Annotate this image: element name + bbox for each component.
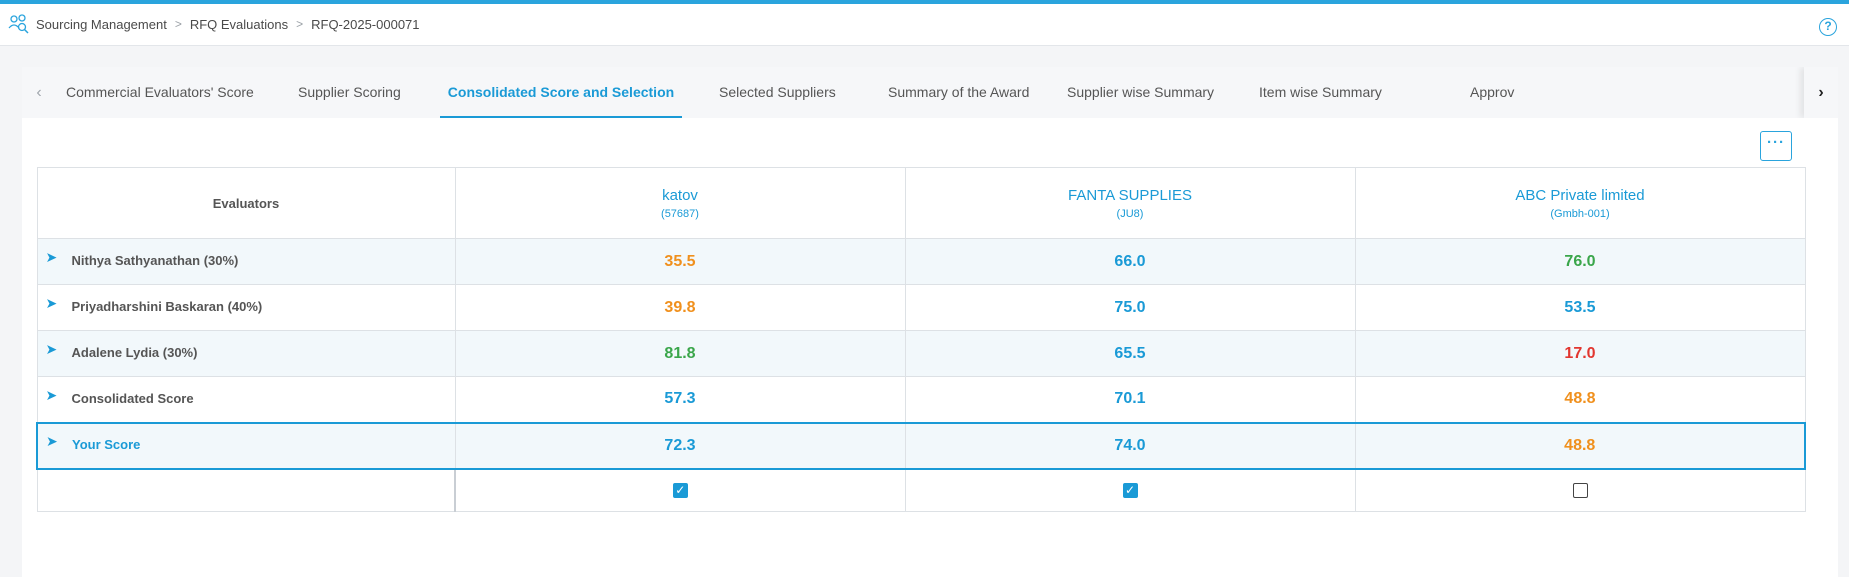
score-cell: 57.3 [454,376,906,423]
breadcrumb-separator-icon: > [296,17,304,31]
top-accent-stripe [0,0,1849,4]
sourcing-users-icon [8,14,29,34]
header-bar: Sourcing Management > RFQ Evaluations > … [0,4,1849,46]
selection-row-header [36,468,456,512]
supplier-name[interactable]: katov [662,186,698,204]
evaluator-name: Adalene Lydia (30%) [71,345,198,360]
tab-item-wise-summary[interactable]: Item wise Summary [1259,84,1382,100]
score-cell: 66.0 [904,238,1356,285]
score-cell: 72.3 [454,421,906,470]
supplier-header: ABC Private limited (Gmbh-001) [1354,167,1806,239]
breadcrumb-separator-icon: > [174,17,182,31]
supplier-select-checkbox[interactable]: ✓ [1122,482,1138,498]
supplier-header: katov (57687) [454,167,906,239]
tab-supplier-scoring[interactable]: Supplier Scoring [298,84,401,100]
score-cell: 65.5 [904,330,1356,377]
selection-cell: ✓ [454,468,906,512]
score-cell: 35.5 [454,238,906,285]
consolidated-score-table: Evaluators katov (57687) FANTA SUPPLIES … [36,167,1806,512]
evaluator-name: Nithya Sathyanathan (30%) [71,253,239,268]
tab-supplier-wise-summary[interactable]: Supplier wise Summary [1067,84,1215,100]
table-row: ➤ Consolidated Score 57.3 70.1 48.8 [36,376,1806,423]
supplier-code: (57687) [661,207,699,220]
score-cell: 39.8 [454,284,906,331]
score-cell: 76.0 [1354,238,1806,285]
table-row: ➤ Adalene Lydia (30%) 81.8 65.5 17.0 [36,330,1806,377]
your-score-label: Your Score [72,437,141,452]
tab-bar: ‹ Commercial Evaluators' Score Supplier … [22,67,1838,118]
tab-consolidated-score-and-selection[interactable]: Consolidated Score and Selection [440,67,682,118]
expand-arrow-icon[interactable]: ➤ [45,386,58,403]
supplier-name[interactable]: ABC Private limited [1515,186,1645,204]
your-score-row-header[interactable]: ➤ Your Score [36,421,456,470]
tab-approvals[interactable]: Approv [1470,84,1515,100]
evaluation-card: ‹ Commercial Evaluators' Score Supplier … [22,67,1838,577]
tab-scroll-left-icon[interactable]: ‹ [36,83,42,101]
breadcrumb-item-rfq-id: RFQ-2025-000071 [311,16,420,32]
expand-arrow-icon[interactable]: ➤ [46,433,58,449]
score-cell: 48.8 [1354,421,1806,470]
consolidated-label: Consolidated Score [71,390,194,406]
supplier-header: FANTA SUPPLIES (JU8) [904,167,1356,239]
supplier-select-checkbox[interactable]: ✓ [672,482,688,498]
tab-summary-of-the-award[interactable]: Summary of the Award [888,84,1030,100]
your-score-row: ➤ Your Score 72.3 74.0 48.8 [36,421,1806,470]
expand-arrow-icon[interactable]: ➤ [45,295,58,311]
expand-arrow-icon[interactable]: ➤ [45,341,58,357]
table-row: ➤ Priyadharshini Baskaran (40%) 39.8 75.0… [36,284,1806,331]
table-row: ➤ Nithya Sathyanathan (30%) 35.5 66.0 76.… [36,238,1806,285]
score-cell: 48.8 [1354,376,1806,423]
evaluator-row-header[interactable]: ➤ Priyadharshini Baskaran (40%) [36,284,456,331]
breadcrumb-item-sourcing[interactable]: Sourcing Management [36,16,167,32]
evaluator-row-header[interactable]: ➤ Nithya Sathyanathan (30%) [36,238,456,285]
score-cell: 75.0 [904,284,1356,331]
score-cell: 70.1 [904,376,1356,423]
breadcrumb: Sourcing Management > RFQ Evaluations > … [8,13,420,35]
supplier-code: (Gmbh-001) [1550,207,1610,220]
breadcrumb-item-rfq-evaluations[interactable]: RFQ Evaluations [189,16,289,32]
score-cell: 17.0 [1354,330,1806,377]
supplier-name[interactable]: FANTA SUPPLIES [1068,186,1192,204]
help-icon[interactable]: ? [1819,18,1837,36]
supplier-select-checkbox[interactable] [1572,482,1588,498]
evaluator-row-header[interactable]: ➤ Adalene Lydia (30%) [36,330,456,377]
supplier-code: (JU8) [1116,207,1144,220]
selection-cell [1354,468,1806,512]
more-options-button[interactable]: ··· [1760,131,1792,161]
evaluators-header: Evaluators [36,167,456,239]
selection-cell: ✓ [904,468,1356,512]
score-cell: 53.5 [1354,284,1806,331]
evaluator-name: Priyadharshini Baskaran (40%) [71,299,263,314]
tab-commercial-evaluators-score[interactable]: Commercial Evaluators' Score [66,84,254,100]
selection-row: ✓ ✓ [36,468,1806,512]
consolidated-row-header[interactable]: ➤ Consolidated Score [36,376,456,423]
expand-arrow-icon[interactable]: ➤ [45,249,58,265]
score-cell: 74.0 [904,421,1356,470]
tab-scroll-right-icon[interactable]: › [1804,67,1838,118]
tab-selected-suppliers[interactable]: Selected Suppliers [719,84,836,100]
score-cell: 81.8 [454,330,906,377]
